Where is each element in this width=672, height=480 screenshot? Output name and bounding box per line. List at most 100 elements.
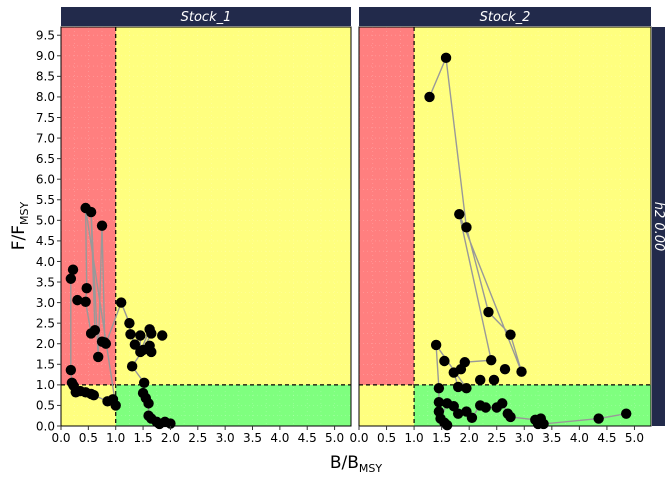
data-point xyxy=(461,222,472,233)
zone-red-overfished-overfishing xyxy=(359,27,415,385)
x-tick-label: 0.0 xyxy=(51,431,70,445)
y-tick-label: 0.5 xyxy=(36,399,55,413)
data-point xyxy=(433,396,445,408)
data-point xyxy=(129,339,141,350)
right-facet-strip: h2 0.00 xyxy=(651,27,666,426)
y-axis-title-subscript: MSY xyxy=(18,201,31,224)
data-point xyxy=(96,220,108,231)
data-point xyxy=(135,330,146,341)
y-axis-title-main: F/F xyxy=(9,225,29,250)
data-point xyxy=(452,381,464,393)
panel-border xyxy=(358,26,652,427)
data-point xyxy=(89,324,101,336)
y-tick-label: 6.5 xyxy=(36,152,55,166)
data-point xyxy=(126,361,138,372)
y-tick-label: 3.0 xyxy=(36,296,55,310)
x-axis-title-main: B/B xyxy=(330,453,359,473)
data-point xyxy=(115,297,127,308)
y-tick-label: 1.5 xyxy=(36,358,55,372)
x-tick-label: 4.0 xyxy=(270,431,289,445)
data-point xyxy=(88,389,100,401)
x-tick-label: 2.0 xyxy=(460,431,479,445)
data-point xyxy=(146,328,157,339)
data-point xyxy=(81,283,92,294)
data-point xyxy=(483,306,494,318)
data-point xyxy=(452,408,464,419)
data-point xyxy=(80,296,91,307)
data-point xyxy=(110,400,121,411)
y-tick-label: 0.0 xyxy=(36,419,55,433)
data-point xyxy=(621,408,632,419)
right-facet-strip-background xyxy=(652,27,665,426)
data-point xyxy=(486,354,497,366)
x-axis-title-subscript: MSY xyxy=(359,462,382,475)
data-point xyxy=(497,398,508,409)
x-tick-label: 1.5 xyxy=(432,431,451,445)
x-tick-label: 0.0 xyxy=(349,431,368,445)
data-point xyxy=(499,364,511,375)
y-tick-label: 7.0 xyxy=(36,131,55,145)
y-tick-label: 1.0 xyxy=(36,378,55,392)
data-point xyxy=(430,339,442,351)
y-tick-label: 9.5 xyxy=(36,29,55,43)
data-point xyxy=(157,330,168,341)
data-point xyxy=(454,208,465,220)
data-point xyxy=(488,374,500,386)
x-tick-label: 3.0 xyxy=(216,431,235,445)
grid-lines xyxy=(358,27,651,427)
data-point xyxy=(433,382,445,394)
data-point xyxy=(505,411,516,423)
y-axis: 0.0 0.5 1.0 1.5 2.0 2.5 3.0 3.5 4.0 4.5 5.0 5.5 6.0 6… xyxy=(36,29,61,433)
y-tick-label: 5.0 xyxy=(36,214,55,228)
data-point xyxy=(475,374,486,386)
data-point xyxy=(124,317,135,329)
data-point xyxy=(143,398,154,409)
y-axis-title: F/FMSY xyxy=(9,201,31,250)
x-tick-label: 2.0 xyxy=(161,431,180,445)
x-tick-label: 2.5 xyxy=(188,431,207,445)
right-facet-strip-label: h2 0.00 xyxy=(651,202,666,252)
data-point xyxy=(146,346,157,358)
data-point xyxy=(441,419,453,431)
x-tick-label: 1.0 xyxy=(405,431,424,445)
x-tick-label: 2.5 xyxy=(487,431,506,445)
x-tick-label: 4.5 xyxy=(298,431,317,445)
data-point xyxy=(516,366,527,377)
x-tick-label: 1.0 xyxy=(106,431,125,445)
x-axis-title: B/BMSY xyxy=(330,453,383,475)
x-tick-label: 4.0 xyxy=(570,431,589,445)
x-tick-label: 0.5 xyxy=(79,431,98,445)
facet-panels: Stock_1 0.0 0.5 1.0 1.5 2.0 2.5 3.0 3.5 4.0 4.5 5.0… xyxy=(51,7,652,445)
data-point xyxy=(72,294,83,306)
data-point xyxy=(65,273,77,284)
y-tick-label: 3.5 xyxy=(36,275,55,289)
data-point xyxy=(100,338,112,349)
x-tick-label: 3.5 xyxy=(243,431,262,445)
data-point xyxy=(593,413,604,424)
facet-strip-label: Stock_2 xyxy=(480,10,531,25)
x-tick-label: 3.5 xyxy=(542,431,561,445)
data-point xyxy=(480,402,491,413)
data-point xyxy=(459,357,470,368)
x-tick-label: 4.5 xyxy=(597,431,616,445)
data-point xyxy=(138,377,150,389)
y-tick-label: 7.5 xyxy=(36,111,55,125)
y-tick-label: 4.0 xyxy=(36,255,55,269)
data-point xyxy=(505,329,516,340)
facet-strip-background xyxy=(359,7,651,26)
data-point xyxy=(440,52,452,64)
y-tick-label: 8.0 xyxy=(36,90,55,104)
y-tick-label: 2.0 xyxy=(36,337,55,351)
data-point xyxy=(93,351,104,363)
data-point xyxy=(538,418,549,430)
panel-stock_1: Stock_1 0.0 0.5 1.0 1.5 2.0 2.5 3.0 3.5 4.0 4.5 5.0 xyxy=(51,7,352,445)
y-tick-label: 5.5 xyxy=(36,193,55,207)
data-point xyxy=(85,206,97,218)
data-point xyxy=(448,367,459,378)
facet-strip-background xyxy=(61,7,351,26)
grid-lines xyxy=(60,27,351,427)
y-tick-label: 2.5 xyxy=(36,316,55,330)
x-tick-label: 5.0 xyxy=(625,431,644,445)
x-tick-label: 3.0 xyxy=(515,431,534,445)
y-tick-label: 4.5 xyxy=(36,234,55,248)
